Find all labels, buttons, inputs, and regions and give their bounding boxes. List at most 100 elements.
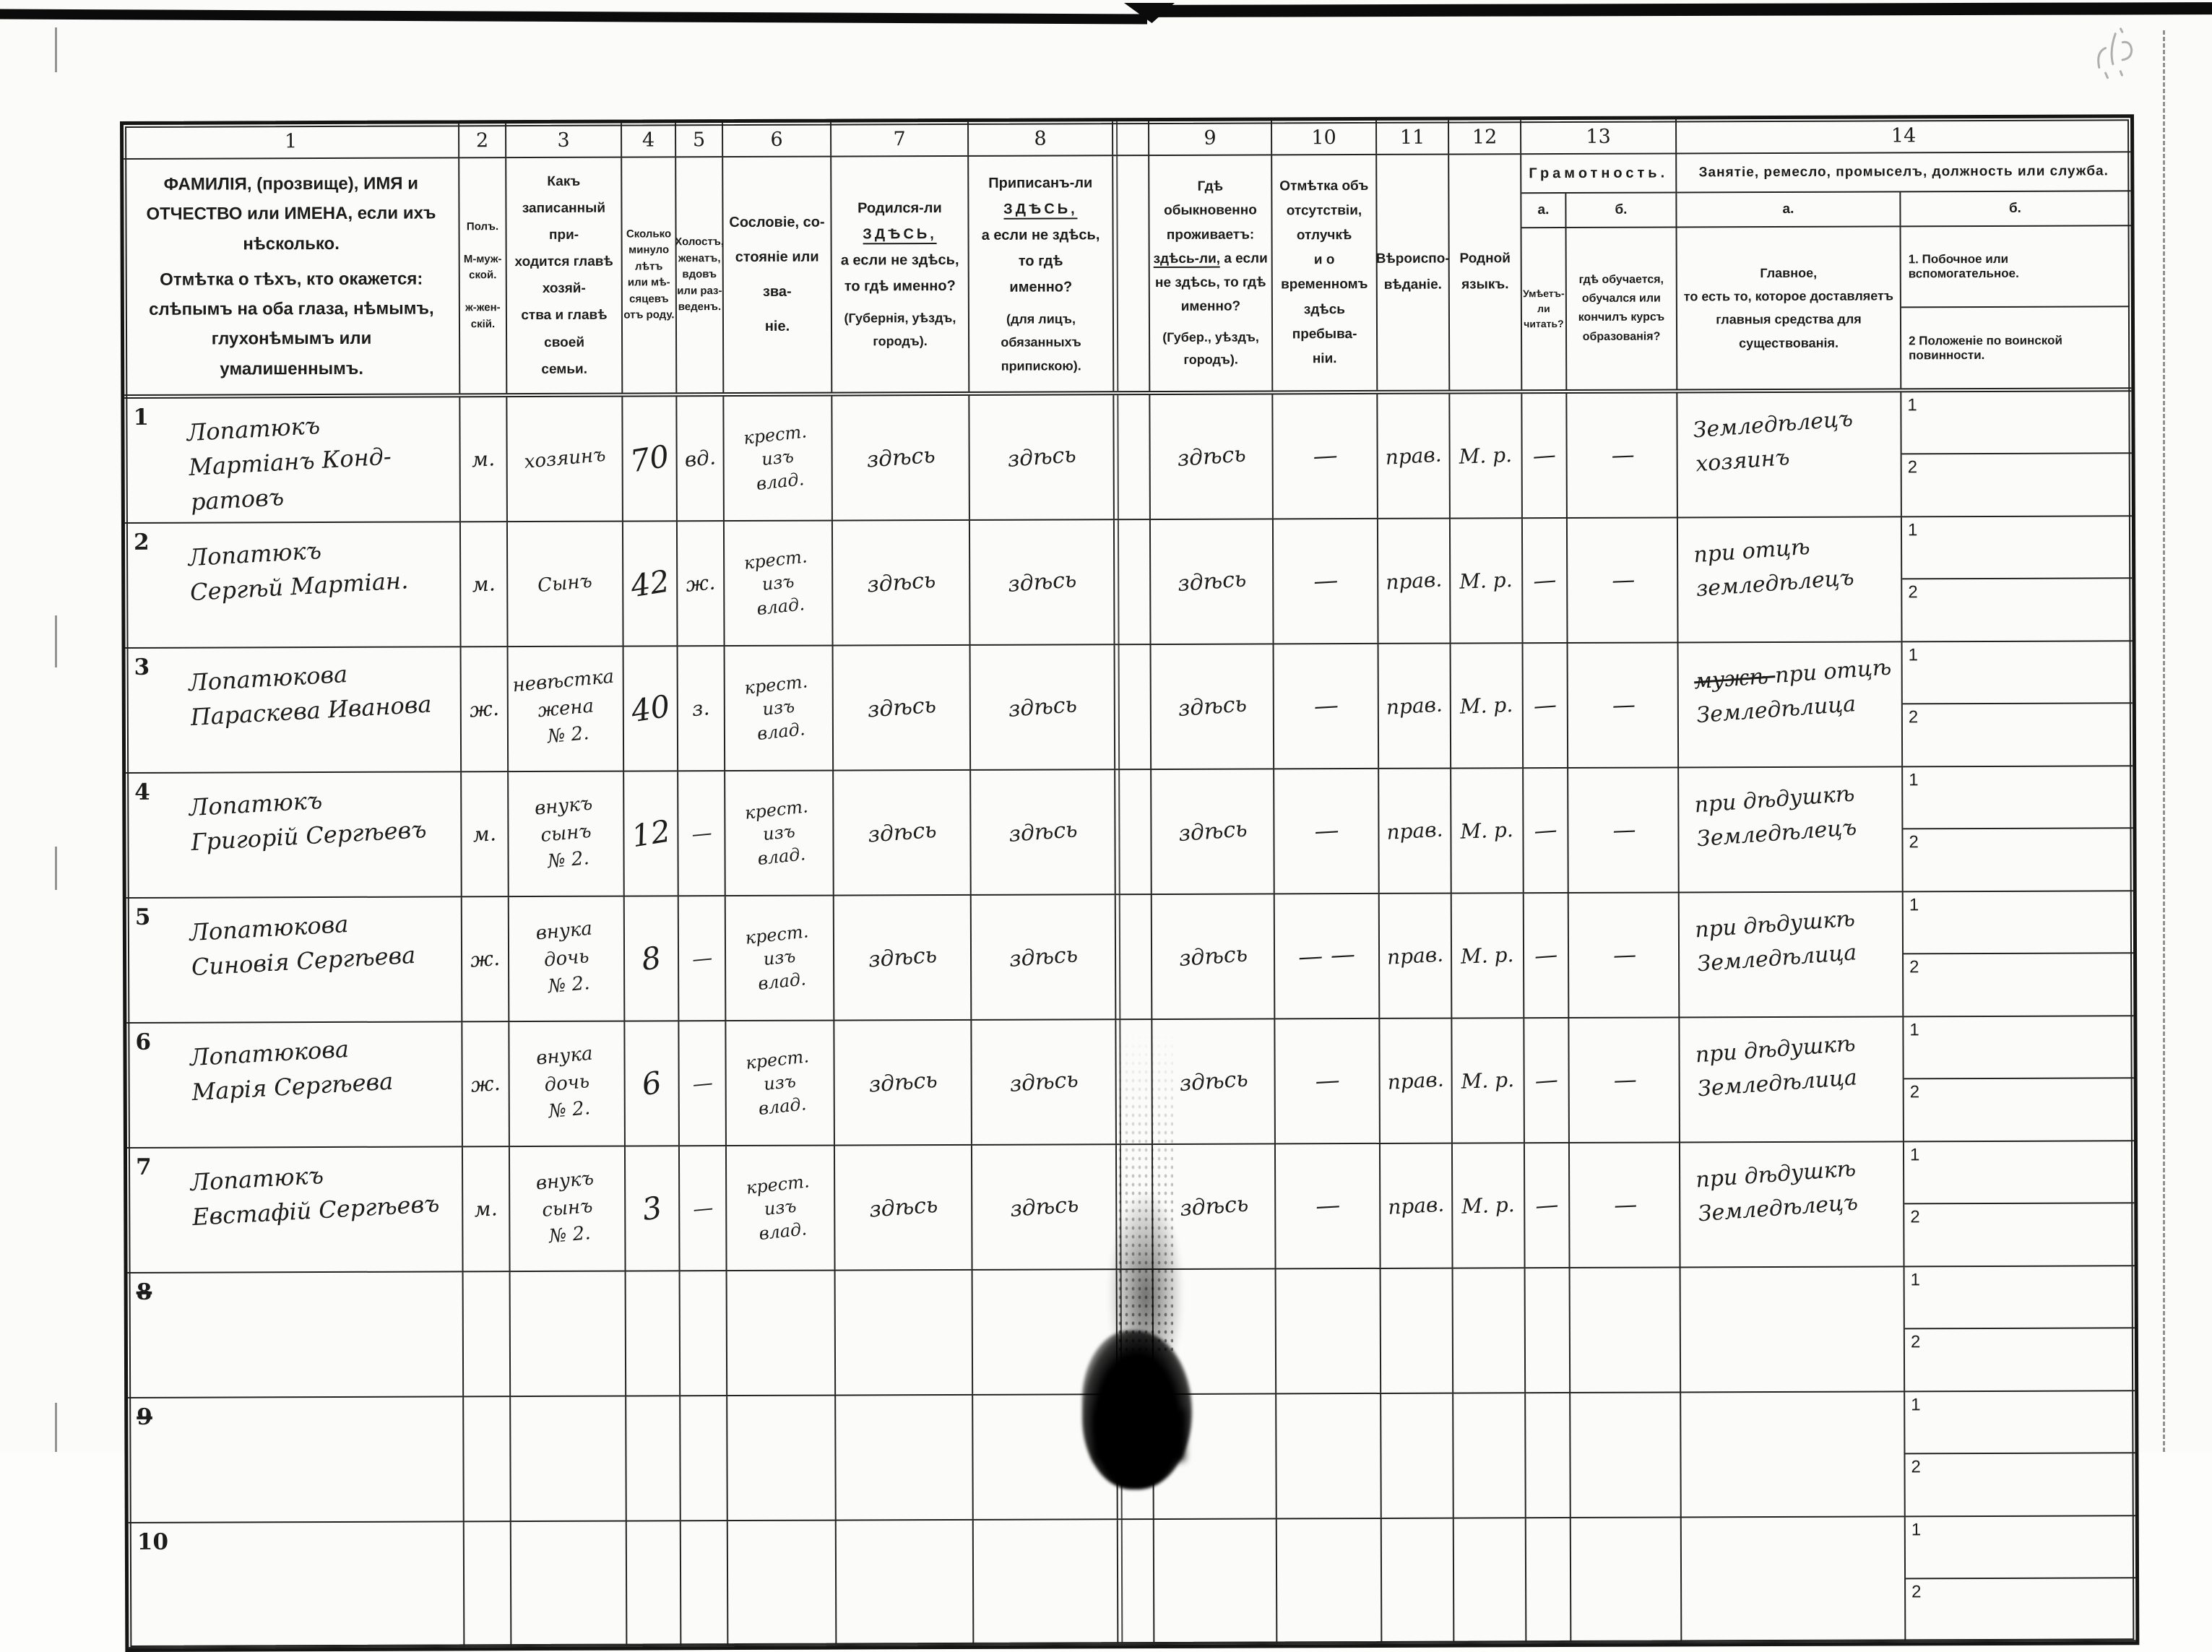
military-status-subcell: 2 <box>1905 1454 2135 1516</box>
literacy-b-handwriting: — <box>1611 566 1633 594</box>
header-birthplace-column: Родился-ли ЗДѢСЬ, а если не здѣсь, то гд… <box>831 157 969 392</box>
absence-handwriting: — <box>1313 691 1339 722</box>
header-main-occupation: Главное, то есть то, которое доставляетъ… <box>1677 227 1902 389</box>
subcell-number: 2 <box>1910 1083 1919 1103</box>
name-cell: 6 Лопатюкова Марія Сергѣева <box>126 1022 463 1147</box>
sex-handwriting: м. <box>472 571 496 597</box>
military-status-subcell: 2 <box>1904 954 2133 1016</box>
relation-handwriting: невѣстка жена № 2. <box>511 664 621 754</box>
header-literacy-descriptions: Умѣетъ- ли читать? гдѣ обучается, обучал… <box>1522 228 1677 389</box>
relation-cell <box>511 1271 627 1396</box>
header-sex-column: Полъ. М-муж- ской. ж-жен- скій. <box>459 158 507 393</box>
birthplace-cell <box>836 1271 974 1395</box>
relation-cell <box>511 1521 628 1645</box>
occupation-secondary-cell: 1 2 <box>1904 1141 2135 1266</box>
literacy-a-handwriting: — <box>1534 1065 1559 1094</box>
birthplace-cell: здѣсь <box>833 521 971 645</box>
occupation-main-cell <box>1682 1517 1906 1641</box>
religion-cell: прав. <box>1380 894 1453 1017</box>
absence-cell: — <box>1273 394 1378 519</box>
subcell-number: 1 <box>1909 770 1918 790</box>
header-registration-column: Приписанъ-ли ЗДѢСЬ, а если не здѣсь, то … <box>969 156 1114 392</box>
relation-handwriting: внука дочь № 2. <box>535 915 598 1002</box>
sex-cell: ж. <box>462 897 510 1021</box>
language-handwriting: М. р. <box>1460 693 1514 719</box>
relation-handwriting: Сынъ <box>537 568 594 600</box>
header-occupation-descriptions: Главное, то есть то, которое доставляетъ… <box>1677 226 2132 389</box>
birthplace-handwriting: здѣсь <box>867 818 937 848</box>
header-text: а если <box>1220 251 1268 266</box>
birthplace-handwriting: здѣсь <box>868 1193 938 1223</box>
absence-cell: — <box>1274 519 1379 644</box>
relation-cell: хозяинъ <box>507 397 623 521</box>
table-row: 3 Лопатюкова Параскева Иванова ж. невѣст… <box>126 641 2133 774</box>
military-status-subcell: 2 <box>1903 829 2133 891</box>
secondary-occupation-subcell: 1 <box>1903 766 2133 830</box>
age-handwriting: 40 <box>628 688 673 729</box>
literacy-a-cell: — <box>1524 644 1569 767</box>
header-literacy-title: Грамотность. <box>1521 154 1675 194</box>
literacy-a-handwriting: — <box>1534 940 1559 969</box>
religion-cell: прав. <box>1378 519 1451 642</box>
col-number: 7 <box>831 122 969 156</box>
occupation-main-cell <box>1681 1267 1906 1391</box>
language-handwriting: М. р. <box>1460 818 1514 844</box>
header-text: Родился-ли <box>857 200 942 216</box>
religion-cell: прав. <box>1381 1143 1453 1267</box>
relation-cell: невѣстка жена № 2. <box>509 646 625 771</box>
relation-cell: внукъ сынъ № 2. <box>509 771 625 896</box>
subcell-number: 1 <box>1911 1520 1921 1540</box>
birthplace-cell: здѣсь <box>834 771 972 895</box>
estate-cell: крест. изъ влад. <box>726 1021 835 1145</box>
estate-handwriting: крест. изъ влад. <box>743 420 813 496</box>
age-cell <box>626 1271 681 1395</box>
occupation-handwriting: при дѣдушкѣ Земледѣлецъ <box>1676 761 1861 857</box>
header-text: Приписанъ-ли ЗДѢСЬ, <box>972 170 1109 222</box>
col-number-label: 6 <box>770 128 782 150</box>
subcell-number: 1 <box>1908 520 1917 540</box>
subcell-number: 2 <box>1908 583 1917 603</box>
header-where-educated: гдѣ обучается, обучался или кончилъ курс… <box>1567 228 1677 389</box>
name-cell: 7 Лопатюкъ Евстафій Сергѣевъ <box>127 1147 464 1272</box>
col-number-label: 14 <box>1891 124 1916 147</box>
sex-handwriting: м. <box>472 821 497 847</box>
residence-handwriting: здѣсь <box>1178 1066 1248 1097</box>
language-cell: М. р. <box>1452 1019 1525 1142</box>
registration-cell: здѣсь <box>972 895 1117 1019</box>
header-row: ФАМИЛІЯ, (прозвище), ИМЯ и ОТЧЕСТВО или … <box>124 152 2131 399</box>
col-number-label: 3 <box>557 129 569 151</box>
literacy-b-cell <box>1571 1393 1682 1517</box>
birthplace-cell: здѣсь <box>834 896 972 1020</box>
name-handwriting: Лопатюкова Марія Сергѣева <box>125 1013 464 1113</box>
secondary-occupation-subcell: 1 <box>1906 1516 2135 1580</box>
name-cell: 1 Лопатюкъ Мартіанъ Конд- ратовъ <box>124 397 461 522</box>
estate-handwriting: крест. изъ влад. <box>745 1169 816 1246</box>
residence-cell: здѣсь <box>1152 769 1275 894</box>
registration-handwriting: здѣсь <box>1008 817 1078 847</box>
military-status-subcell: 2 <box>1902 454 2132 516</box>
estate-cell: крест. изъ влад. <box>726 896 835 1020</box>
language-handwriting: М. р. <box>1461 943 1515 969</box>
marital-cell: вд. <box>677 397 725 520</box>
marital-handwriting: вд. <box>683 445 717 472</box>
estate-cell: крест. изъ влад. <box>724 396 833 520</box>
sex-cell: м. <box>460 397 508 521</box>
residence-handwriting: здѣсь <box>1178 816 1248 847</box>
marital-handwriting: — <box>691 821 713 846</box>
header-text: а если не здѣсь, то гдѣ именно? <box>972 222 1109 300</box>
absence-cell: — <box>1274 644 1380 769</box>
absence-handwriting: — <box>1314 1066 1340 1097</box>
estate-cell: крест. изъ влад. <box>725 521 834 645</box>
literacy-b-handwriting: — <box>1610 441 1633 470</box>
marital-handwriting: — <box>691 1195 714 1221</box>
sex-handwriting: ж. <box>469 696 500 722</box>
religion-cell: прав. <box>1378 394 1451 517</box>
language-cell <box>1453 1268 1526 1392</box>
age-cell: 12 <box>624 771 679 895</box>
registration-cell: здѣсь <box>969 395 1115 519</box>
col-number-label: 1 <box>285 130 297 152</box>
language-cell: М. р. <box>1451 519 1524 642</box>
registration-cell: здѣсь <box>972 1020 1117 1144</box>
name-handwriting: Лопатюкъ Евстафій Сергѣевъ <box>125 1138 464 1238</box>
estate-handwriting: крест. изъ влад. <box>744 920 815 996</box>
